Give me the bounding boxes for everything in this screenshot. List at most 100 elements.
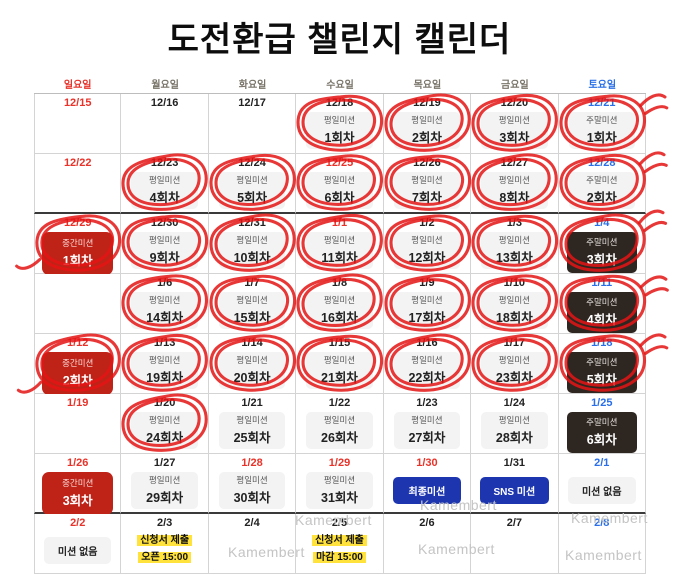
- cell-date: 12/17: [238, 97, 266, 109]
- calendar-cell: 12/22: [34, 154, 122, 214]
- cell-date: 12/19: [413, 97, 441, 109]
- cell-date: 2/3: [156, 517, 173, 529]
- calendar-cell: 2/6: [383, 514, 472, 574]
- mission-badge: 평일미션 7회차: [393, 172, 461, 209]
- mission-label: 평일미션: [323, 415, 356, 425]
- mission-count: 12회차: [408, 251, 446, 265]
- calendar-cell: 2/3 신청서 제출 오픈 15:00: [121, 514, 209, 574]
- calendar-cell: 2/1 미션 없음: [558, 454, 646, 514]
- weekday-header: 목요일: [383, 74, 472, 94]
- mission-label: 평일미션: [323, 295, 356, 305]
- mission-count: 11회차: [321, 251, 358, 265]
- calendar-cell: 2/7: [471, 514, 559, 574]
- cell-date: 1/7: [244, 277, 260, 289]
- mission-badge: 평일미션 10회차: [218, 232, 286, 269]
- mission-badge: 평일미션 19회차: [131, 352, 198, 389]
- cell-date: 1/19: [67, 397, 89, 409]
- mission-label: 평일미션: [498, 355, 530, 365]
- cell-date: 12/29: [63, 217, 92, 229]
- mission-badge: 평일미션 9회차: [131, 232, 198, 269]
- mission-count: 29회차: [146, 491, 184, 505]
- cell-date: 12/26: [413, 157, 441, 169]
- cell-date: 1/3: [506, 217, 522, 229]
- mission-badge: 주말미션 3회차: [566, 232, 637, 273]
- cell-date: 1/17: [503, 337, 526, 349]
- mission-count: 10회차: [233, 251, 271, 265]
- mission-label: 평일미션: [411, 235, 443, 245]
- mission-badge: 평일미션 18회차: [481, 292, 548, 329]
- calendar-cell: 2/5 신청서 제출 마감 15:00: [296, 514, 384, 574]
- mission-label: 평일미션: [411, 175, 443, 185]
- calendar-cell: 1/20 평일미션 24회차: [121, 393, 209, 454]
- cell-date: 12/30: [150, 217, 179, 229]
- mission-label: 평일미션: [411, 415, 443, 425]
- mission-count: 17회차: [408, 311, 446, 325]
- mission-badge: 평일미션 17회차: [393, 292, 461, 329]
- weekday-header: 토요일: [558, 74, 646, 94]
- calendar-cell: 1/16 평일미션 22회차: [383, 333, 472, 394]
- calendar-cell: 1/11 주말미션 4회차: [558, 274, 669, 334]
- mission-badge: 평일미션 21회차: [306, 352, 373, 389]
- mission-badge: 평일미션 3회차: [481, 112, 548, 149]
- mission-badge: 평일미션 11회차: [306, 232, 373, 269]
- cell-date: 2/1: [594, 457, 610, 469]
- mission-badge: 평일미션 1회차: [306, 112, 373, 149]
- mission-count: 6회차: [586, 433, 617, 447]
- mission-label: 평일미션: [498, 175, 530, 185]
- mission-label: 평일미션: [236, 235, 268, 245]
- calendar-cell: 1/4 주말미션 3회차: [558, 209, 667, 274]
- mission-count: 4회차: [149, 191, 180, 205]
- cell-date: 2/2: [70, 517, 86, 529]
- mission-label: 평일미션: [148, 235, 181, 245]
- mission-badge: 평일미션 27회차: [393, 412, 461, 449]
- cell-date: 1/4: [594, 217, 610, 229]
- calendar-cell: 1/10 평일미션 18회차: [471, 274, 559, 334]
- calendar-cell: 12/25 평일미션 6회차: [296, 154, 384, 214]
- calendar-cell: 12/23 평일미션 4회차: [121, 153, 209, 214]
- calendar-cell: 1/2 평일미션 12회차: [383, 214, 472, 274]
- mission-badge: 평일미션 26회차: [306, 412, 373, 449]
- mission-badge: 평일미션 20회차: [218, 352, 286, 389]
- cell-date: 1/14: [241, 337, 263, 349]
- mission-count: 6회차: [324, 191, 355, 205]
- mission-label: 평일미션: [498, 235, 530, 245]
- mission-badge: 미션 없음: [44, 537, 112, 564]
- cell-date: 12/28: [588, 157, 616, 169]
- weekday-header: 금요일: [471, 74, 559, 94]
- calendar-cell: 12/20 평일미션 3회차: [471, 94, 559, 154]
- mission-label: 평일미션: [498, 115, 530, 125]
- calendar-cell: 1/30 최종미션: [383, 454, 472, 514]
- mission-badge: 평일미션 13회차: [481, 232, 548, 269]
- cell-date: 12/25: [325, 157, 354, 169]
- cell-date: 1/22: [328, 397, 351, 409]
- cell-date: 1/21: [241, 397, 263, 409]
- mission-badge: 평일미션 29회차: [131, 472, 198, 509]
- mission-label: 평일미션: [236, 475, 268, 485]
- mission-badge: SNS 미션: [480, 477, 549, 504]
- mission-badge: 평일미션 4회차: [131, 172, 198, 209]
- mission-badge: 평일미션 28회차: [481, 412, 548, 449]
- mission-count: 2회차: [62, 374, 93, 388]
- mission-label: 평일미션: [411, 355, 443, 365]
- cell-date: 12/20: [500, 97, 529, 109]
- mission-label: 평일미션: [148, 295, 181, 305]
- calendar-cell: 1/31 SNS 미션: [471, 454, 559, 514]
- mission-count: 1회차: [324, 131, 355, 145]
- mission-label: 평일미션: [498, 295, 530, 305]
- mission-label: 주말미션: [586, 357, 618, 367]
- mission-badge: 평일미션 12회차: [393, 232, 461, 269]
- calendar-cell: 12/17: [208, 94, 297, 154]
- mission-badge: 미션 없음: [567, 477, 636, 504]
- calendar-cell: 1/3 평일미션 13회차: [471, 214, 559, 274]
- mission-badge: 평일미션 16회차: [306, 292, 373, 329]
- cell-date: 2/4: [244, 517, 260, 529]
- calendar-cell: 1/28 평일미션 30회차: [208, 454, 297, 514]
- mission-label: 평일미션: [411, 295, 443, 305]
- mission-label: 평일미션: [236, 295, 268, 305]
- mission-count: 2회차: [411, 131, 442, 145]
- mission-badge: 평일미션 24회차: [131, 412, 198, 449]
- calendar-cell: 1/21 평일미션 25회차: [208, 394, 297, 454]
- calendar-cell: 12/31 평일미션 10회차: [208, 213, 297, 274]
- mission-label: 평일미션: [498, 415, 530, 425]
